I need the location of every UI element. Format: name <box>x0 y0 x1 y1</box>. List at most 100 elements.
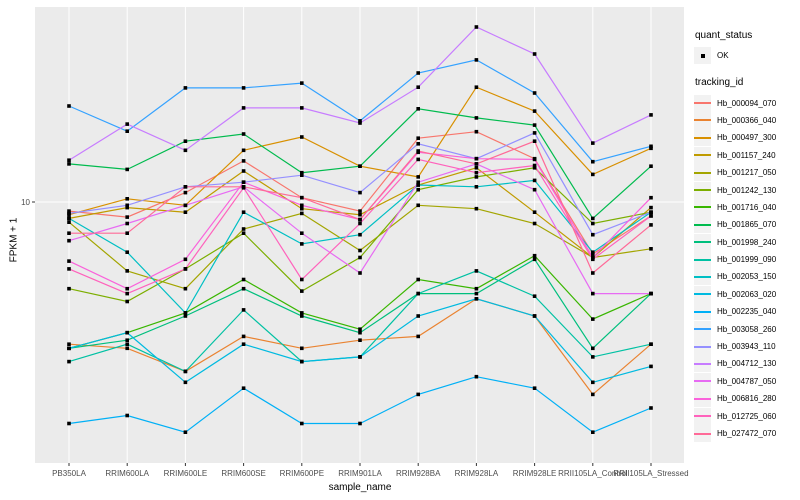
data-point <box>416 334 420 339</box>
data-point <box>67 104 71 108</box>
data-point <box>591 355 595 359</box>
data-point <box>125 346 129 351</box>
data-point <box>532 178 537 183</box>
y-axis-title: FPKM + 1 <box>8 217 20 263</box>
data-point <box>67 346 71 351</box>
data-point <box>532 52 537 56</box>
data-point <box>241 185 246 189</box>
data-point <box>300 314 304 318</box>
data-point <box>358 327 362 331</box>
data-point <box>474 170 479 175</box>
data-point <box>474 129 479 134</box>
data-point <box>67 216 71 221</box>
data-point <box>649 113 653 117</box>
legend-item-Hb_000094_070: Hb_000094_070 <box>694 94 800 112</box>
data-point <box>183 190 188 195</box>
legend-key-line-icon <box>694 111 711 129</box>
legend-key-line-icon <box>694 94 711 112</box>
data-point <box>649 144 653 149</box>
data-point <box>532 386 537 390</box>
data-point <box>300 346 304 351</box>
data-point <box>532 163 537 168</box>
data-point <box>241 169 246 173</box>
data-point <box>125 231 129 235</box>
data-point <box>358 119 362 123</box>
data-point <box>300 195 304 200</box>
legend-item-label: Hb_002063_020 <box>717 289 777 299</box>
data-point <box>183 185 188 189</box>
data-point <box>591 271 595 275</box>
x-tick-label: RRII105LA_Control <box>558 469 628 478</box>
legend-key-line-icon <box>694 355 711 373</box>
data-point <box>416 85 420 89</box>
data-point <box>591 221 595 226</box>
legend-item-Hb_001998_240: Hb_001998_240 <box>694 233 800 251</box>
legend-item-label: Hb_001716_040 <box>717 202 777 212</box>
data-point <box>532 257 537 262</box>
data-point <box>649 164 653 168</box>
data-point <box>300 242 304 246</box>
data-point <box>358 255 362 260</box>
legend-item-Hb_012725_060: Hb_012725_060 <box>694 407 800 425</box>
legend-key-line-icon <box>694 372 711 390</box>
data-point <box>474 206 479 211</box>
data-point <box>591 232 595 237</box>
legend-item-label: Hb_002053_150 <box>717 272 777 282</box>
data-point <box>241 148 246 153</box>
data-point <box>649 146 653 151</box>
data-point <box>300 211 304 216</box>
data-point <box>416 203 420 208</box>
data-point <box>125 221 129 226</box>
data-point <box>532 131 537 135</box>
data-point <box>532 123 537 127</box>
legend-item-label: Hb_001242_130 <box>717 185 777 195</box>
legend-item-label: Hb_001998_240 <box>717 237 777 247</box>
data-point <box>241 86 246 90</box>
data-point <box>532 166 537 170</box>
legend-item-Hb_001716_040: Hb_001716_040 <box>694 198 800 216</box>
data-point <box>241 106 246 110</box>
x-tick-label: RRIM928LA <box>455 469 499 478</box>
data-point <box>300 206 304 211</box>
legend-title-quant-status: quant_status <box>695 30 753 41</box>
legend-item-Hb_000366_040: Hb_000366_040 <box>694 111 800 129</box>
data-point <box>474 175 479 179</box>
data-point <box>241 342 246 346</box>
data-point <box>358 209 362 213</box>
data-point <box>241 286 246 291</box>
data-point <box>474 116 479 120</box>
data-point <box>416 392 420 397</box>
legend-item-label: Hb_003943_110 <box>717 342 776 352</box>
x-tick-label: RRIM600LE <box>164 469 208 478</box>
data-point <box>416 314 420 318</box>
legend-item-label: Hb_001217_050 <box>717 168 777 178</box>
legend-item-Hb_003943_110: Hb_003943_110 <box>694 338 800 356</box>
data-point <box>183 380 188 385</box>
data-point <box>474 185 479 189</box>
data-point <box>67 211 71 216</box>
data-point <box>591 141 595 145</box>
legend-item-Hb_003058_260: Hb_003058_260 <box>694 320 800 338</box>
legend-key-point-icon <box>694 47 711 65</box>
data-point <box>300 135 304 139</box>
legend-item-Hb_002053_150: Hb_002053_150 <box>694 268 800 286</box>
data-point <box>416 136 420 140</box>
data-point <box>67 286 71 291</box>
data-point <box>67 259 71 263</box>
data-point <box>125 269 129 273</box>
data-point <box>67 342 71 346</box>
legend-item-Hb_001865_070: Hb_001865_070 <box>694 216 800 234</box>
legend-item-label: Hb_000497_300 <box>717 133 777 143</box>
legend-item-label: Hb_004712_130 <box>717 359 777 369</box>
data-point <box>300 173 304 177</box>
data-point <box>300 277 304 282</box>
data-point <box>358 330 362 335</box>
data-point <box>241 227 246 231</box>
data-point <box>125 330 129 335</box>
data-point <box>300 311 304 315</box>
data-point <box>183 286 188 291</box>
data-point <box>125 413 129 418</box>
data-point <box>416 142 420 146</box>
data-point <box>125 299 129 304</box>
